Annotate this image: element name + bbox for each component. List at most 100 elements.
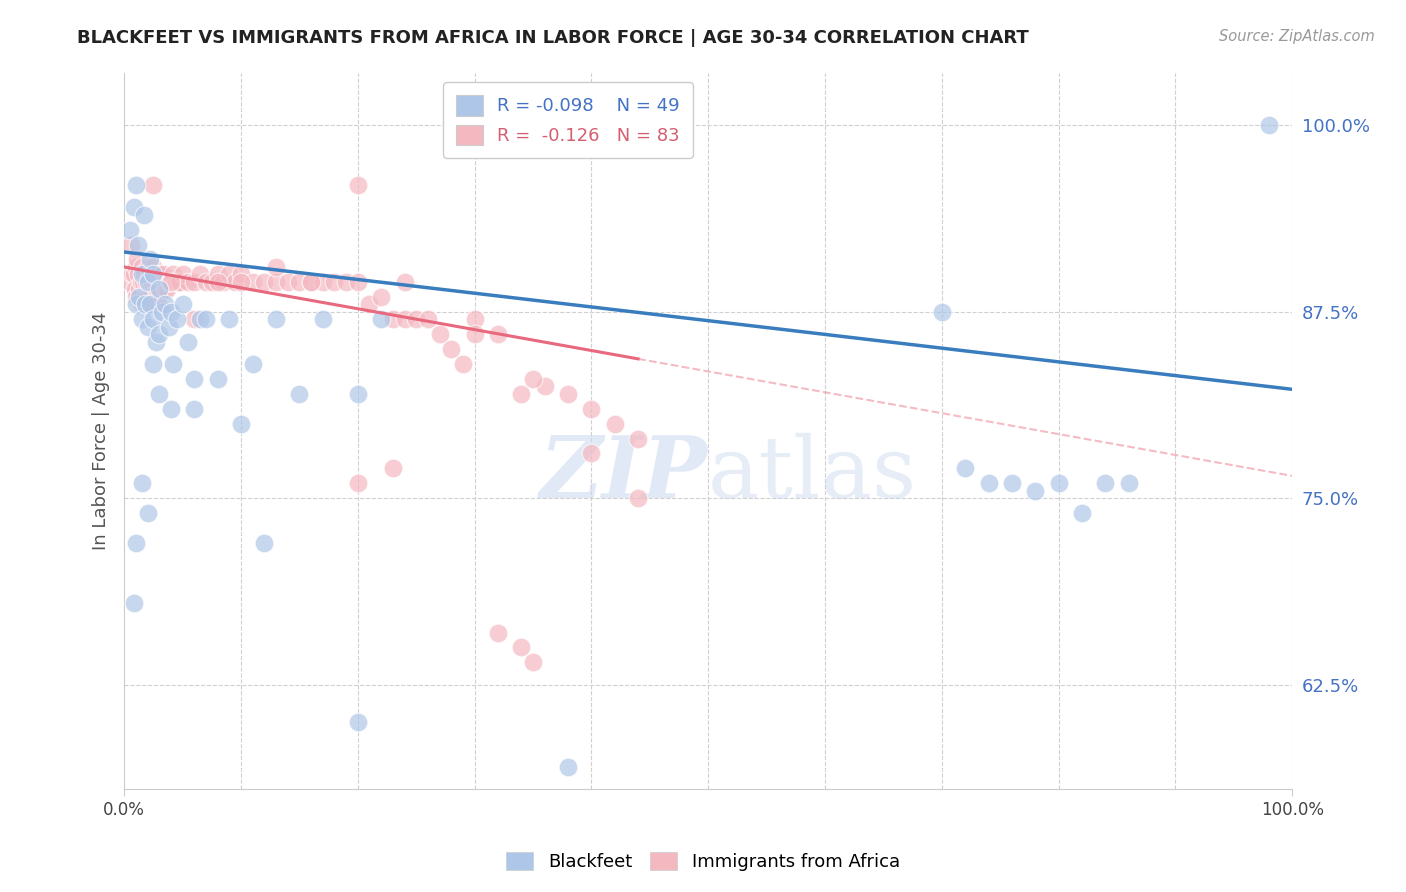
Point bbox=[120, 275, 142, 289]
Point bbox=[440, 342, 463, 356]
Point bbox=[207, 275, 229, 289]
Point bbox=[135, 275, 157, 289]
Point bbox=[188, 312, 211, 326]
Point bbox=[127, 237, 149, 252]
Point bbox=[229, 268, 252, 282]
Point bbox=[253, 275, 276, 289]
Point bbox=[370, 290, 392, 304]
Point bbox=[129, 275, 152, 289]
Point bbox=[139, 268, 162, 282]
Point bbox=[486, 327, 509, 342]
Point bbox=[148, 386, 170, 401]
Point bbox=[416, 312, 439, 326]
Point bbox=[125, 178, 148, 192]
Point bbox=[146, 282, 169, 296]
Point bbox=[131, 268, 153, 282]
Point bbox=[581, 401, 603, 416]
Point bbox=[429, 327, 451, 342]
Point bbox=[194, 275, 217, 289]
Point bbox=[177, 275, 200, 289]
Point bbox=[166, 312, 188, 326]
Point bbox=[977, 476, 1000, 491]
Point bbox=[335, 275, 357, 289]
Point bbox=[148, 268, 170, 282]
Point bbox=[160, 401, 183, 416]
Point bbox=[120, 222, 142, 236]
Point bbox=[533, 379, 555, 393]
Point bbox=[183, 275, 205, 289]
Point bbox=[125, 297, 148, 311]
Point bbox=[156, 282, 179, 296]
Point bbox=[183, 312, 205, 326]
Point bbox=[134, 290, 156, 304]
Point bbox=[136, 319, 159, 334]
Point bbox=[323, 275, 346, 289]
Point bbox=[242, 275, 264, 289]
Point bbox=[169, 275, 191, 289]
Point bbox=[312, 312, 335, 326]
Point bbox=[155, 275, 177, 289]
Point bbox=[183, 401, 205, 416]
Point bbox=[188, 268, 211, 282]
Point bbox=[136, 290, 159, 304]
Point bbox=[125, 260, 148, 274]
Point bbox=[1001, 476, 1024, 491]
Point bbox=[148, 282, 170, 296]
Point bbox=[253, 536, 276, 550]
Point bbox=[207, 372, 229, 386]
Point bbox=[201, 275, 224, 289]
Text: BLACKFEET VS IMMIGRANTS FROM AFRICA IN LABOR FORCE | AGE 30-34 CORRELATION CHART: BLACKFEET VS IMMIGRANTS FROM AFRICA IN L… bbox=[77, 29, 1029, 46]
Point bbox=[131, 297, 153, 311]
Point bbox=[141, 275, 163, 289]
Point bbox=[122, 200, 145, 214]
Point bbox=[264, 312, 287, 326]
Point bbox=[160, 275, 183, 289]
Point bbox=[131, 260, 153, 274]
Point bbox=[1047, 476, 1070, 491]
Point bbox=[405, 312, 427, 326]
Point bbox=[136, 275, 159, 289]
Point bbox=[157, 275, 180, 289]
Point bbox=[139, 282, 162, 296]
Point bbox=[1257, 118, 1279, 132]
Point bbox=[218, 312, 240, 326]
Point bbox=[120, 237, 142, 252]
Point bbox=[288, 275, 311, 289]
Point bbox=[277, 275, 299, 289]
Point bbox=[510, 640, 533, 655]
Legend: R = -0.098    N = 49, R =  -0.126   N = 83: R = -0.098 N = 49, R = -0.126 N = 83 bbox=[443, 82, 693, 158]
Point bbox=[149, 282, 172, 296]
Point bbox=[1071, 506, 1094, 520]
Point bbox=[134, 297, 156, 311]
Text: ZIP: ZIP bbox=[540, 433, 709, 516]
Point bbox=[183, 372, 205, 386]
Point bbox=[142, 260, 165, 274]
Point bbox=[242, 357, 264, 371]
Text: Source: ZipAtlas.com: Source: ZipAtlas.com bbox=[1219, 29, 1375, 44]
Point bbox=[464, 312, 486, 326]
Point bbox=[148, 327, 170, 342]
Point bbox=[142, 297, 165, 311]
Point bbox=[128, 290, 150, 304]
Point bbox=[346, 178, 368, 192]
Point bbox=[381, 461, 404, 475]
Point bbox=[218, 268, 240, 282]
Point bbox=[394, 275, 416, 289]
Point bbox=[145, 334, 167, 349]
Point bbox=[136, 506, 159, 520]
Point bbox=[142, 268, 165, 282]
Point bbox=[152, 268, 174, 282]
Point bbox=[162, 268, 184, 282]
Point bbox=[1024, 483, 1046, 498]
Point bbox=[603, 417, 626, 431]
Point bbox=[159, 275, 181, 289]
Point bbox=[1094, 476, 1116, 491]
Point bbox=[127, 268, 149, 282]
Point bbox=[557, 760, 579, 774]
Text: atlas: atlas bbox=[709, 433, 917, 516]
Point bbox=[121, 268, 143, 282]
Point bbox=[522, 656, 544, 670]
Point bbox=[131, 312, 153, 326]
Point bbox=[346, 275, 368, 289]
Point bbox=[346, 476, 368, 491]
